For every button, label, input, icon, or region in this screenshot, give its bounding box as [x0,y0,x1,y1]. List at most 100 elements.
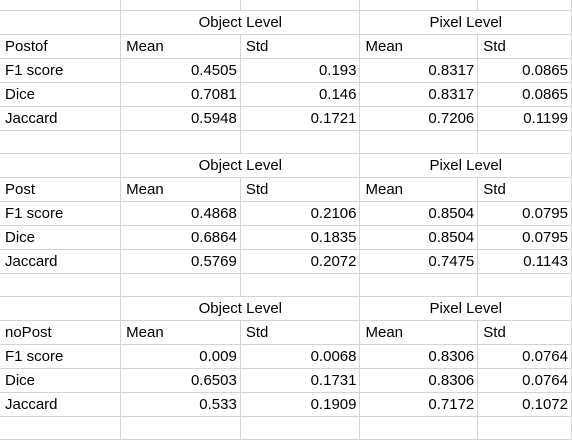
cell[interactable] [477,416,572,440]
cell[interactable] [359,0,479,11]
value-cell[interactable]: 0.2106 [240,201,361,226]
value-cell[interactable]: 0.7206 [359,106,479,131]
cell[interactable] [477,273,572,297]
cell[interactable] [359,416,479,440]
std-header-cell[interactable]: Std [477,177,572,202]
row-label-cell[interactable]: Jaccard [0,392,122,417]
mean-header-cell[interactable]: Mean [359,320,479,345]
value-cell[interactable]: 0.1072 [477,392,572,417]
pixel-level-header[interactable]: Pixel Level [359,10,572,35]
mean-header-cell[interactable]: Mean [359,177,479,202]
column-header-row: noPost Mean Std Mean Std [0,320,572,345]
cell[interactable] [0,153,122,178]
cell[interactable] [0,130,122,154]
cell[interactable] [477,0,572,11]
value-cell[interactable]: 0.0795 [477,201,572,226]
table-name-cell[interactable]: noPost [0,320,122,345]
std-header-cell[interactable]: Std [240,177,361,202]
table-name-cell[interactable]: Post [0,177,122,202]
pixel-level-header[interactable]: Pixel Level [359,296,572,321]
cell[interactable] [240,416,361,440]
value-cell[interactable]: 0.0068 [240,344,361,369]
value-cell[interactable]: 0.8317 [359,82,479,107]
value-cell[interactable]: 0.4505 [120,58,241,83]
cell[interactable] [240,273,361,297]
value-cell[interactable]: 0.193 [240,58,361,83]
mean-header-cell[interactable]: Mean [120,177,241,202]
mean-header-cell[interactable]: Mean [120,34,241,59]
value-cell[interactable]: 0.1731 [240,368,361,393]
cell[interactable] [0,10,122,35]
empty-row [0,130,572,154]
cell[interactable] [359,273,479,297]
value-cell[interactable]: 0.1143 [477,249,572,274]
std-header-cell[interactable]: Std [240,34,361,59]
cell[interactable] [240,0,361,11]
cell[interactable] [0,416,122,440]
mean-header-cell[interactable]: Mean [120,320,241,345]
table-name-cell[interactable]: Postof [0,34,122,59]
value-cell[interactable]: 0.146 [240,82,361,107]
cell[interactable] [359,130,479,154]
std-header-cell[interactable]: Std [240,320,361,345]
value-cell[interactable]: 0.6503 [120,368,241,393]
row-label-cell[interactable]: Dice [0,82,122,107]
row-label-cell[interactable]: Jaccard [0,249,122,274]
value-cell[interactable]: 0.0764 [477,368,572,393]
object-level-header[interactable]: Object Level [120,10,361,35]
std-header-cell[interactable]: Std [477,320,572,345]
cell[interactable] [0,273,122,297]
value-cell[interactable]: 0.6864 [120,225,241,250]
pixel-level-header[interactable]: Pixel Level [359,153,572,178]
column-header-row: Postof Mean Std Mean Std [0,34,572,59]
value-cell[interactable]: 0.0764 [477,344,572,369]
cell[interactable] [120,0,241,11]
value-cell[interactable]: 0.0795 [477,225,572,250]
value-cell[interactable]: 0.533 [120,392,241,417]
cell[interactable] [120,416,241,440]
table-row: Jaccard 0.5948 0.1721 0.7206 0.1199 [0,106,572,131]
row-label-cell[interactable]: Dice [0,368,122,393]
value-cell[interactable]: 0.8317 [359,58,479,83]
row-label-cell[interactable]: Dice [0,225,122,250]
group-header-row: Object Level Pixel Level [0,10,572,35]
value-cell[interactable]: 0.5769 [120,249,241,274]
table-row: Dice 0.6503 0.1731 0.8306 0.0764 [0,368,572,393]
mean-header-cell[interactable]: Mean [359,34,479,59]
object-level-header[interactable]: Object Level [120,296,361,321]
value-cell[interactable]: 0.7172 [359,392,479,417]
table-row: F1 score 0.4505 0.193 0.8317 0.0865 [0,58,572,83]
value-cell[interactable]: 0.0865 [477,58,572,83]
cell[interactable] [120,130,241,154]
row-label-cell[interactable]: Jaccard [0,106,122,131]
value-cell[interactable]: 0.8504 [359,225,479,250]
group-header-row: Object Level Pixel Level [0,153,572,178]
value-cell[interactable]: 0.1721 [240,106,361,131]
value-cell[interactable]: 0.8306 [359,344,479,369]
row-label-cell[interactable]: F1 score [0,201,122,226]
object-level-header[interactable]: Object Level [120,153,361,178]
row-label-cell[interactable]: F1 score [0,58,122,83]
cell[interactable] [0,296,122,321]
value-cell[interactable]: 0.1199 [477,106,572,131]
value-cell[interactable]: 0.1909 [240,392,361,417]
value-cell[interactable]: 0.8306 [359,368,479,393]
cell[interactable] [240,130,361,154]
std-header-cell[interactable]: Std [477,34,572,59]
value-cell[interactable]: 0.1835 [240,225,361,250]
row-label-cell[interactable]: F1 score [0,344,122,369]
value-cell[interactable]: 0.4868 [120,201,241,226]
value-cell[interactable]: 0.8504 [359,201,479,226]
value-cell[interactable]: 0.2072 [240,249,361,274]
table-row: Dice 0.6864 0.1835 0.8504 0.0795 [0,225,572,250]
value-cell[interactable]: 0.5948 [120,106,241,131]
cell[interactable] [477,130,572,154]
cell[interactable] [120,273,241,297]
value-cell[interactable]: 0.009 [120,344,241,369]
value-cell[interactable]: 0.7081 [120,82,241,107]
grid-row-top [0,0,572,11]
cell[interactable] [0,0,122,11]
value-cell[interactable]: 0.0865 [477,82,572,107]
value-cell[interactable]: 0.7475 [359,249,479,274]
